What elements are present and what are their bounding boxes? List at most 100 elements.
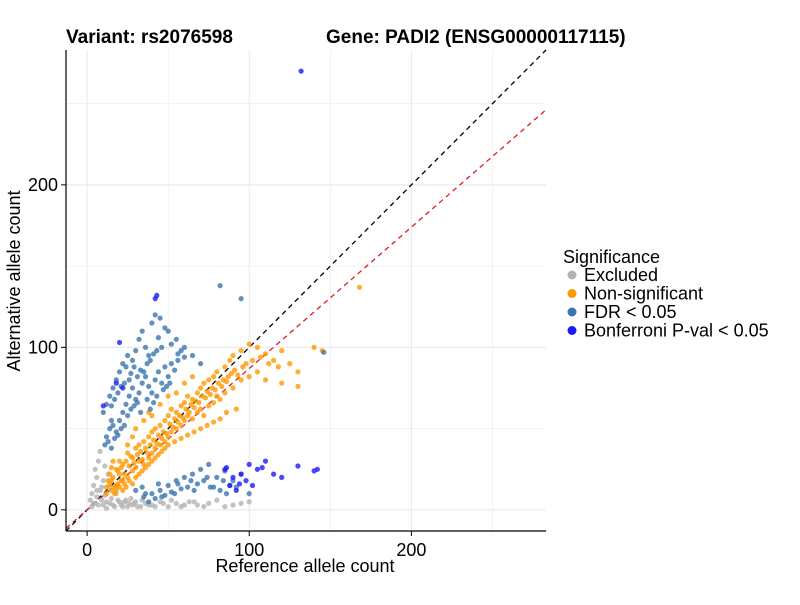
point-s1-175 bbox=[211, 419, 217, 425]
point-s2-68 bbox=[152, 495, 158, 502]
point-s3-8 bbox=[230, 474, 236, 480]
point-s1-96 bbox=[126, 463, 132, 469]
point-s1-26 bbox=[211, 374, 217, 380]
point-s2-104 bbox=[131, 364, 137, 370]
point-s2-42 bbox=[139, 380, 145, 386]
point-s2-123 bbox=[188, 478, 194, 484]
point-s0-34 bbox=[97, 448, 103, 454]
point-s2-16 bbox=[142, 344, 149, 350]
point-s2-113 bbox=[168, 341, 174, 347]
point-s1-126 bbox=[207, 391, 213, 398]
point-s1-15 bbox=[165, 413, 171, 419]
point-s1-174 bbox=[204, 422, 210, 428]
point-s0-64 bbox=[94, 487, 100, 493]
point-s2-17 bbox=[146, 352, 152, 359]
point-s1-163 bbox=[149, 458, 155, 464]
point-s2-26 bbox=[189, 352, 196, 359]
point-s0-3 bbox=[95, 502, 101, 508]
point-s1-112 bbox=[170, 424, 176, 430]
point-s1-113 bbox=[172, 416, 178, 422]
point-s2-0 bbox=[100, 409, 106, 415]
point-s0-61 bbox=[91, 500, 97, 506]
point-s1-137 bbox=[240, 364, 246, 370]
point-s1-178 bbox=[233, 406, 239, 412]
title-gene: Gene: PADI2 (ENSG00000117115) bbox=[326, 27, 626, 48]
point-s2-3 bbox=[108, 417, 114, 424]
point-s2-103 bbox=[128, 370, 134, 376]
point-s1-102 bbox=[142, 445, 149, 451]
point-s1-37 bbox=[287, 361, 293, 367]
point-s1-5 bbox=[125, 450, 131, 456]
point-s2-120 bbox=[159, 494, 165, 500]
x-tick-label-100: 100 bbox=[234, 540, 264, 560]
points-layer bbox=[87, 68, 363, 511]
point-s2-51 bbox=[168, 361, 174, 367]
point-s1-139 bbox=[249, 357, 256, 363]
point-s2-92 bbox=[147, 406, 153, 412]
point-s0-25 bbox=[173, 500, 179, 506]
point-s2-91 bbox=[144, 396, 150, 402]
point-s1-104 bbox=[147, 442, 153, 448]
point-s1-177 bbox=[223, 409, 230, 415]
point-s1-8 bbox=[136, 442, 142, 448]
point-s2-99 bbox=[112, 396, 118, 402]
point-s1-30 bbox=[230, 352, 236, 359]
point-s1-117 bbox=[183, 406, 189, 412]
point-s2-7 bbox=[120, 361, 126, 367]
point-s3-2 bbox=[152, 296, 158, 302]
point-s2-114 bbox=[175, 351, 181, 357]
point-s1-34 bbox=[262, 351, 269, 357]
point-s1-33 bbox=[254, 344, 260, 350]
point-s0-41 bbox=[115, 497, 121, 503]
point-s1-87 bbox=[181, 380, 187, 386]
point-s0-60 bbox=[89, 491, 95, 497]
point-s1-20 bbox=[185, 393, 191, 399]
point-s2-119 bbox=[155, 481, 161, 487]
point-s1-94 bbox=[121, 471, 127, 477]
point-s2-43 bbox=[142, 374, 149, 380]
point-s1-23 bbox=[198, 385, 204, 391]
legend-key-non-significant bbox=[567, 289, 577, 298]
point-s2-48 bbox=[159, 380, 165, 386]
point-s2-56 bbox=[157, 487, 163, 493]
point-s1-111 bbox=[167, 421, 173, 427]
point-s1-51 bbox=[146, 455, 152, 461]
point-s1-144 bbox=[105, 478, 111, 484]
point-s1-65 bbox=[201, 413, 207, 419]
point-s1-173 bbox=[198, 426, 204, 432]
point-s1-167 bbox=[162, 445, 168, 451]
point-s0-24 bbox=[165, 504, 171, 510]
point-s1-105 bbox=[151, 437, 157, 443]
point-s0-62 bbox=[99, 484, 105, 490]
point-s1-157 bbox=[129, 481, 136, 487]
point-s1-63 bbox=[194, 409, 200, 415]
point-s0-58 bbox=[238, 500, 244, 506]
point-s1-64 bbox=[198, 406, 204, 412]
point-s1-164 bbox=[152, 455, 158, 461]
point-s2-37 bbox=[123, 401, 129, 407]
point-s1-106 bbox=[154, 440, 160, 446]
point-s2-45 bbox=[149, 390, 155, 396]
point-s3-13 bbox=[271, 471, 277, 477]
point-s2-36 bbox=[120, 409, 126, 415]
point-s1-101 bbox=[139, 456, 145, 463]
point-s1-53 bbox=[152, 445, 158, 451]
point-s1-103 bbox=[144, 450, 150, 456]
point-s2-44 bbox=[146, 383, 152, 389]
point-s2-82 bbox=[112, 435, 118, 441]
point-s2-98 bbox=[108, 403, 114, 409]
point-s2-71 bbox=[178, 486, 184, 492]
point-s2-41 bbox=[136, 390, 142, 396]
point-s1-14 bbox=[162, 417, 168, 424]
point-s3-23 bbox=[223, 465, 230, 471]
point-s1-124 bbox=[202, 395, 209, 401]
x-tick-label-200: 200 bbox=[396, 540, 426, 560]
point-s2-74 bbox=[201, 478, 207, 484]
point-s1-41 bbox=[356, 284, 363, 290]
point-s2-31 bbox=[103, 434, 110, 440]
point-s2-23 bbox=[173, 336, 179, 342]
point-s0-30 bbox=[230, 502, 236, 508]
point-s3-21 bbox=[249, 482, 256, 489]
y-tick-label-0: 0 bbox=[48, 500, 58, 520]
point-s1-153 bbox=[120, 487, 126, 493]
